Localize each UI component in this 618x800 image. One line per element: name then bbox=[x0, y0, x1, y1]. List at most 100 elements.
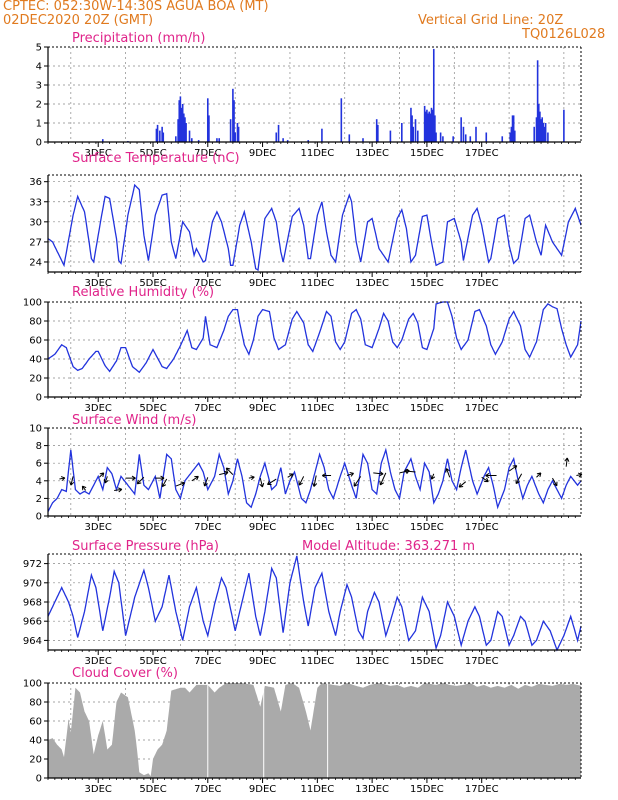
precip-bar bbox=[536, 60, 539, 142]
y-tick-label: 4 bbox=[36, 476, 42, 487]
wind-arrow bbox=[430, 473, 436, 480]
y-tick-label: 20 bbox=[29, 755, 42, 766]
wind-arrow bbox=[81, 485, 87, 491]
y-tick-label: 0 bbox=[36, 774, 42, 785]
wind-arrow bbox=[373, 471, 384, 477]
x-tick-label: 3DEC bbox=[85, 403, 112, 414]
y-tick-label: 10 bbox=[29, 424, 42, 435]
panel-wind: Surface Wind (m/s) 0 2 4 6 8 10 3DEC 5DEC 7DEC 9DE… bbox=[29, 413, 583, 533]
x-tick-label: 9DEC bbox=[249, 403, 276, 414]
wind-arrow bbox=[259, 478, 265, 488]
y-tick-label: 40 bbox=[29, 736, 42, 747]
y-tick-label: 968 bbox=[23, 598, 42, 609]
precip-bar bbox=[414, 119, 417, 142]
precip-bar bbox=[430, 107, 433, 142]
precip-bar bbox=[485, 132, 488, 142]
wind-line bbox=[47, 447, 582, 512]
precip-bar bbox=[162, 132, 165, 142]
precip-bar bbox=[185, 123, 187, 142]
x-tick-label: 13DEC bbox=[355, 148, 389, 159]
y-tick-label: 36 bbox=[29, 177, 42, 188]
precip-bar bbox=[542, 123, 545, 142]
precip-bar bbox=[232, 88, 234, 142]
panel-humidity: Relative Humidity (%) 0 20 40 60 80 100 3DEC 5DE… bbox=[23, 285, 582, 414]
panel-temperature: Surface Temperature (nC) 24 27 30 33 36 3DEC 5D… bbox=[29, 151, 582, 289]
station-header: CPTEC: 052:30W-14:30S AGUA BOA (MT) bbox=[3, 0, 269, 14]
wind-arrow bbox=[69, 476, 75, 486]
y-tick-label: 970 bbox=[23, 578, 42, 589]
x-tick-label: 7DEC bbox=[194, 403, 221, 414]
precipitation-title: Precipitation (mm/h) bbox=[72, 31, 205, 46]
precip-bar bbox=[452, 136, 454, 142]
y-tick-label: 40 bbox=[29, 355, 42, 366]
precip-bar bbox=[277, 124, 280, 142]
y-tick-label: 30 bbox=[29, 217, 42, 228]
x-tick-label: 11DEC bbox=[300, 522, 334, 533]
x-tick-label: 9DEC bbox=[249, 278, 276, 289]
x-tick-label: 7DEC bbox=[194, 522, 221, 533]
x-tick-label: 5DEC bbox=[139, 522, 166, 533]
precip-bar bbox=[544, 123, 547, 142]
precip-bar bbox=[340, 98, 343, 142]
x-tick-label: 9DEC bbox=[249, 784, 276, 795]
precip-bar bbox=[511, 115, 514, 142]
y-tick-label: 6 bbox=[36, 459, 42, 470]
cloud-title: Cloud Cover (%) bbox=[72, 666, 178, 681]
x-tick-label: 3DEC bbox=[85, 784, 112, 795]
x-tick-label: 15DEC bbox=[410, 148, 444, 159]
wind-arrow bbox=[103, 476, 109, 484]
precip-bar bbox=[275, 132, 278, 142]
x-tick-label: 11DEC bbox=[300, 656, 334, 667]
x-tick-label: 13DEC bbox=[355, 656, 389, 667]
precip-bar bbox=[501, 136, 504, 142]
precip-bar bbox=[434, 115, 436, 142]
x-tick-label: 5DEC bbox=[139, 784, 166, 795]
precip-bar bbox=[188, 130, 191, 142]
wind-arrow bbox=[191, 475, 199, 482]
precip-bar bbox=[321, 128, 323, 142]
x-tick-label: 3DEC bbox=[85, 656, 112, 667]
precip-bar bbox=[429, 113, 432, 142]
precip-bar bbox=[179, 96, 182, 142]
precip-bar bbox=[155, 128, 158, 142]
temperature-title: Surface Temperature (nC) bbox=[72, 151, 240, 166]
wind-title: Surface Wind (m/s) bbox=[72, 413, 196, 428]
precip-bar bbox=[512, 115, 515, 142]
wind-arrow bbox=[136, 476, 145, 485]
wind-arrow bbox=[508, 465, 518, 472]
wind-arrow bbox=[155, 475, 165, 481]
wind-arrow bbox=[536, 472, 542, 478]
y-tick-label: 8 bbox=[36, 441, 42, 452]
x-tick-label: 17DEC bbox=[465, 403, 499, 414]
y-tick-label: 27 bbox=[29, 237, 42, 248]
precip-bar bbox=[442, 136, 444, 142]
x-tick-label: 5DEC bbox=[139, 656, 166, 667]
wind-arrow bbox=[219, 470, 229, 476]
precip-bar bbox=[236, 123, 239, 142]
wind-arrow bbox=[564, 457, 570, 467]
precip-bar bbox=[439, 132, 442, 142]
precip-bar bbox=[411, 115, 413, 142]
humidity-line bbox=[47, 301, 582, 374]
precip-bar bbox=[509, 132, 512, 142]
y-tick-label: 33 bbox=[29, 197, 42, 208]
precip-bar bbox=[469, 136, 472, 142]
precip-bar bbox=[229, 119, 232, 142]
precip-bar bbox=[533, 126, 536, 142]
run-date: 02DEC2020 20Z (GMT) bbox=[3, 13, 154, 28]
x-tick-label: 9DEC bbox=[249, 656, 276, 667]
precip-bar bbox=[183, 113, 185, 142]
x-tick-label: 15DEC bbox=[410, 784, 444, 795]
precip-bar bbox=[547, 132, 549, 142]
precip-bar bbox=[348, 134, 351, 142]
precip-bar bbox=[175, 136, 177, 142]
wind-arrow bbox=[576, 472, 583, 478]
wind-arrow bbox=[298, 476, 305, 486]
y-tick-label: 964 bbox=[23, 636, 42, 647]
y-tick-label: 100 bbox=[23, 298, 42, 309]
x-tick-label: 13DEC bbox=[355, 403, 389, 414]
y-tick-label: 5 bbox=[36, 43, 42, 54]
precip-bar bbox=[410, 107, 412, 142]
precip-bar bbox=[464, 134, 467, 142]
precip-bar bbox=[535, 117, 538, 142]
